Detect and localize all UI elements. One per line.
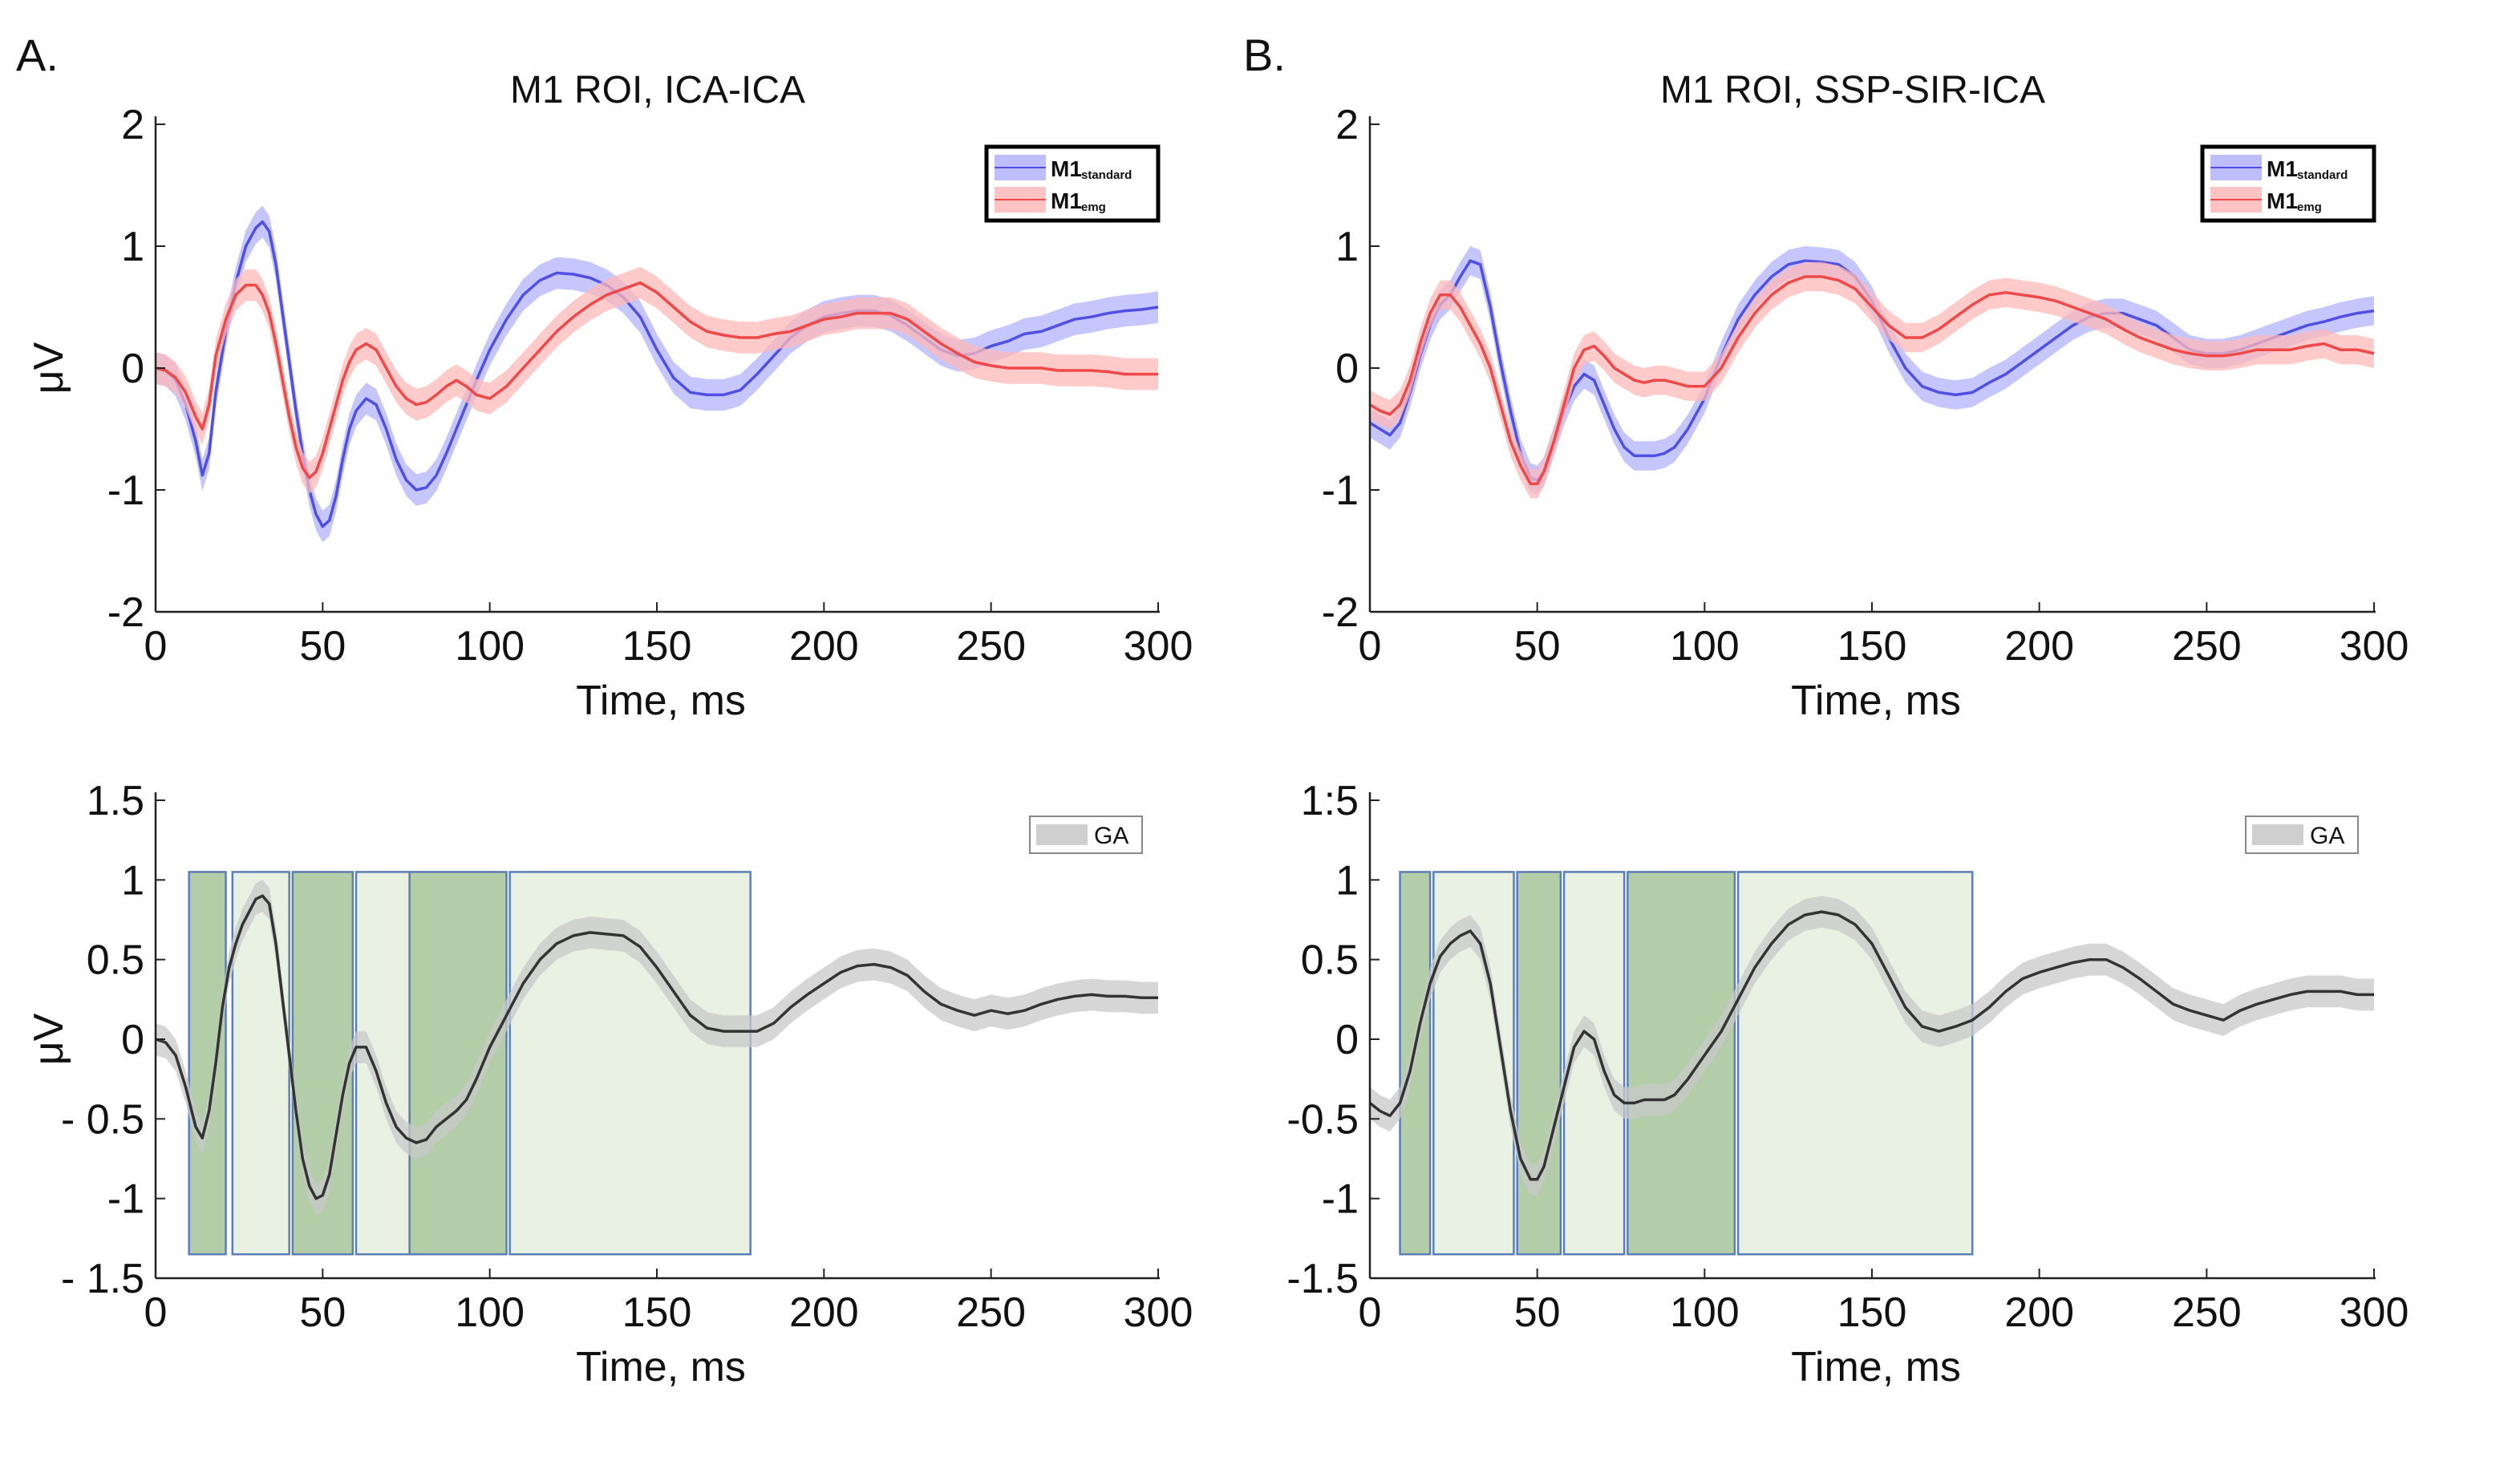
- y-tick-label: 1: [121, 224, 144, 270]
- y-tick-label: -1.5: [1286, 1256, 1359, 1302]
- y-tick-label: 0.5: [87, 937, 144, 984]
- x-tick-label: 200: [789, 1289, 859, 1336]
- y-tick-label: 1.5: [87, 778, 144, 824]
- y-tick-label: 0: [121, 346, 144, 392]
- panel-letter-b: B.: [1243, 30, 1286, 80]
- y-axis-label: μV: [26, 1013, 72, 1065]
- x-tick-label: 0: [1359, 623, 1382, 670]
- y-tick-label: - 0.5: [61, 1096, 144, 1143]
- y-tick-label: -1: [1322, 1176, 1359, 1223]
- analysis-window: [188, 871, 227, 1256]
- x-tick-label: 100: [455, 623, 525, 670]
- chart-B-bottom: 0 50 100 150 200 250 300 1:5 1 0.5 0 -0.5 -1 -1.5 Time…: [1286, 778, 2409, 1390]
- x-tick-label: 150: [622, 1289, 692, 1336]
- legend-sublabel: emg: [2297, 200, 2322, 214]
- x-tick-label: 50: [299, 1289, 346, 1336]
- x-tick-label: 300: [1124, 623, 1193, 670]
- x-axis-label: Time, ms: [1791, 678, 1961, 724]
- series-line-ga: [1368, 910, 2374, 1181]
- chart-title: M1 ROI, ICA-ICA: [510, 69, 805, 111]
- legend-label: GA: [1094, 823, 1128, 849]
- y-tick-label: 2: [121, 102, 144, 148]
- series-line-emg: [155, 281, 1158, 480]
- x-tick-label: 200: [2004, 623, 2074, 670]
- panel-letter-a: A.: [16, 30, 59, 80]
- y-tick-label: -1: [1322, 467, 1359, 514]
- x-tick-label: 100: [1670, 623, 1740, 670]
- y-tick-label: -1: [107, 1176, 144, 1223]
- x-tick-label: 250: [956, 1289, 1026, 1336]
- series-line-emg: [1369, 275, 2375, 486]
- legend-label: M1: [2267, 156, 2298, 181]
- legend-label: GA: [2310, 823, 2344, 849]
- chart-B-top: 0 50 100 150 200 250 300 2 1 0 -1 -2 Time, ms M1 ROI,…: [1322, 69, 2409, 724]
- series-band-emg: [1370, 261, 2374, 499]
- legend-swatch: [1036, 824, 1088, 845]
- y-tick-label: 1:5: [1301, 778, 1359, 824]
- x-tick-label: 0: [144, 1289, 168, 1336]
- analysis-window: [408, 871, 508, 1256]
- x-tick-label: 150: [1837, 1289, 1907, 1336]
- y-tick-label: -0.5: [1286, 1096, 1359, 1143]
- y-tick-label: 1: [1335, 224, 1359, 270]
- x-tick-label: 100: [455, 1289, 525, 1336]
- x-tick-label: 250: [2172, 623, 2242, 670]
- series-line-ga: [155, 894, 1158, 1200]
- series-band-standard: [156, 205, 1158, 543]
- y-tick-label: -1: [107, 467, 144, 514]
- x-tick-label: 200: [789, 623, 859, 670]
- chart-A-top: 0 50 100 150 200 250 300 2 1 0 -1 -2 Time, ms μV M1 RO…: [26, 69, 1193, 724]
- legend-label: M1: [2267, 188, 2298, 213]
- x-tick-label: 250: [956, 623, 1026, 670]
- analysis-window: [1627, 871, 1736, 1256]
- y-tick-label: 0: [1335, 346, 1359, 392]
- x-axis-label: Time, ms: [1791, 1344, 1961, 1390]
- chart-title: M1 ROI, SSP-SIR-ICA: [1660, 69, 2045, 111]
- y-tick-label: 0: [1335, 1017, 1359, 1063]
- x-tick-label: 50: [299, 623, 346, 670]
- series-band-ga: [1370, 896, 2374, 1196]
- series-band-emg: [156, 266, 1158, 494]
- x-tick-label: 300: [2340, 1289, 2409, 1336]
- y-tick-label: 2: [1335, 102, 1359, 148]
- x-tick-label: 150: [622, 623, 692, 670]
- x-tick-label: 300: [1124, 1289, 1193, 1336]
- x-tick-label: 100: [1670, 1289, 1740, 1336]
- y-tick-label: -2: [107, 589, 144, 636]
- x-tick-label: 0: [1359, 1289, 1382, 1336]
- x-axis-label: Time, ms: [576, 678, 746, 724]
- y-tick-label: 1: [121, 857, 144, 904]
- x-tick-label: 300: [2340, 623, 2409, 670]
- x-tick-label: 0: [144, 623, 168, 670]
- legend-label: M1: [1051, 188, 1082, 213]
- y-tick-label: - 1.5: [61, 1256, 144, 1302]
- legend-sublabel: standard: [1081, 168, 1132, 182]
- y-tick-label: 0: [121, 1017, 144, 1063]
- series-band-ga: [156, 880, 1158, 1215]
- x-tick-label: 200: [2004, 1289, 2074, 1336]
- y-axis-label: μV: [26, 342, 72, 394]
- legend-swatch: [2252, 824, 2303, 845]
- x-tick-label: 250: [2172, 1289, 2242, 1336]
- series-band-standard: [1370, 246, 2374, 496]
- x-axis-label: Time, ms: [576, 1344, 746, 1390]
- y-tick-label: -2: [1322, 589, 1359, 636]
- chart-A-bottom: 0 50 100 150 200 250 300 1.5 1 0.5 0 - 0.5 -1 - 1.5 Ti…: [26, 778, 1193, 1390]
- legend-sublabel: standard: [2297, 168, 2348, 182]
- y-tick-label: 0.5: [1301, 937, 1359, 984]
- x-tick-label: 50: [1514, 1289, 1561, 1336]
- x-tick-label: 150: [1837, 623, 1907, 670]
- analysis-window: [1516, 871, 1562, 1256]
- x-tick-label: 50: [1514, 623, 1561, 670]
- legend-sublabel: emg: [1081, 200, 1106, 214]
- legend-label: M1: [1051, 156, 1082, 181]
- y-tick-label: 1: [1335, 857, 1359, 904]
